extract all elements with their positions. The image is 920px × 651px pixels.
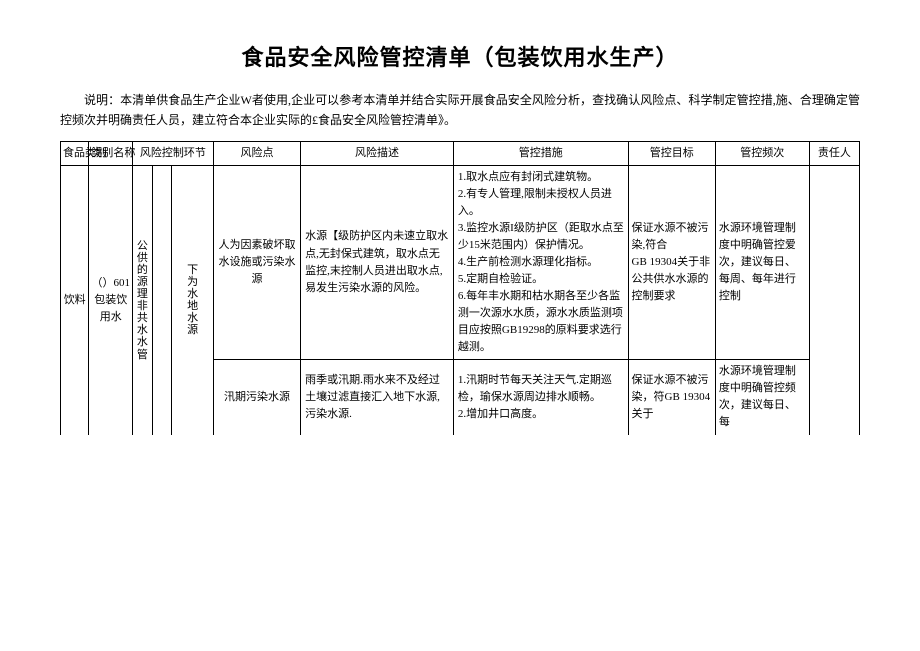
cell-category-name: （）601包装饮用水 [89, 165, 133, 434]
cell-stage-b: 下为水地水源 [172, 165, 214, 434]
cell-risk-desc: 水源【级防护区内未速立取水点,无封保式建筑，取水点无监控,末控制人员进出取水点,… [301, 165, 454, 360]
document-page: 食品安全风险管控清单（包装饮用水生产） 说明：本清单供食品生产企业W者使用,企业… [0, 0, 920, 455]
cell-risk-point: 汛期污染水源 [213, 360, 300, 435]
page-description: 说明：本清单供食品生产企业W者使用,企业可以参考本清单并结合实际开展食品安全风险… [60, 90, 860, 131]
th-target: 管控目标 [628, 141, 715, 165]
th-risk-desc: 风险描述 [301, 141, 454, 165]
th-category-name: 类别名称 [89, 141, 133, 165]
th-freq: 管控频次 [715, 141, 809, 165]
th-risk-point: 风险点 [213, 141, 300, 165]
risk-control-table: 食品类别 类别名称 风险控制环节 风险点 风险描述 管控措施 管控目标 管控频次… [60, 141, 860, 435]
cell-measure: 1.取水点应有封闭式建筑物。2.有专人管理,限制未授权人员进入。3.监控水源I级… [453, 165, 628, 360]
cell-risk-point: 人为因素破坏取水设施或污染水源 [213, 165, 300, 360]
cell-freq: 水源环境管理制度中明确管控爱次，建议每日、每周、每年进行控制 [715, 165, 809, 360]
th-food-category: 食品类别 [61, 141, 89, 165]
stage-a-text: 公供的源理非共水水管 [137, 240, 148, 361]
th-control-stage: 风险控制环节 [133, 141, 214, 165]
cell-stage-a: 公供的源理非共水水管 [133, 165, 153, 434]
table-header-row: 食品类别 类别名称 风险控制环节 风险点 风险描述 管控措施 管控目标 管控频次… [61, 141, 860, 165]
cell-food-category: 饮料 [61, 165, 89, 434]
table-row: 饮料 （）601包装饮用水 公供的源理非共水水管 下为水地水源 人为因素破坏取水… [61, 165, 860, 360]
th-person: 责任人 [809, 141, 859, 165]
cell-target: 保证水源不被污染，符GB 19304关于 [628, 360, 715, 435]
th-measure: 管控措施 [453, 141, 628, 165]
stage-b-text: 下为水地水源 [187, 264, 198, 337]
page-title: 食品安全风险管控清单（包装饮用水生产） [60, 40, 860, 72]
cell-measure: 1.汛期时节每天关注天气.定期巡检，瑜保水源周边排水顺畅。2.增加井口高度。 [453, 360, 628, 435]
cell-target: 保证水源不被污染,符合 GB 19304关于非公共供水水源的控制要求 [628, 165, 715, 360]
cell-stage-blank [152, 165, 172, 434]
cell-risk-desc: 雨季或汛期.雨水来不及经过土壤过滤直接汇入地下水源, 污染水源. [301, 360, 454, 435]
cell-freq: 水源环境管理制度中明确管控频次，建议每日、每 [715, 360, 809, 435]
cell-person [809, 165, 859, 434]
